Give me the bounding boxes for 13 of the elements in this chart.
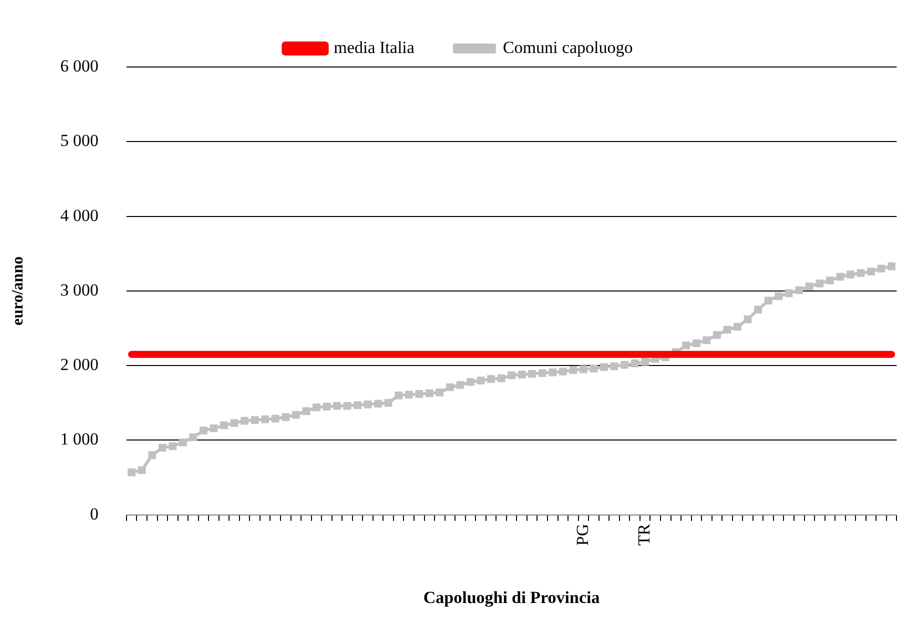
y-tick-label: 4 000 <box>60 206 98 225</box>
y-tick-label: 3 000 <box>60 280 98 300</box>
y-tick-label: 5 000 <box>60 131 98 150</box>
y-tick-label: 2 000 <box>60 355 98 374</box>
legend-label: Comuni capoluogo <box>502 38 633 57</box>
legend-label: media Italia <box>334 38 415 57</box>
y-tick-label: 0 <box>90 504 98 524</box>
x-axis-title: Capoluoghi di Provincia <box>423 588 600 608</box>
x-tick-label: TR <box>634 523 654 546</box>
y-tick-label: 6 000 <box>60 56 98 76</box>
x-tick-label: PG <box>572 524 592 546</box>
y-axis-title: euro/anno <box>10 256 27 326</box>
y-tick-label: 1 000 <box>60 430 98 449</box>
